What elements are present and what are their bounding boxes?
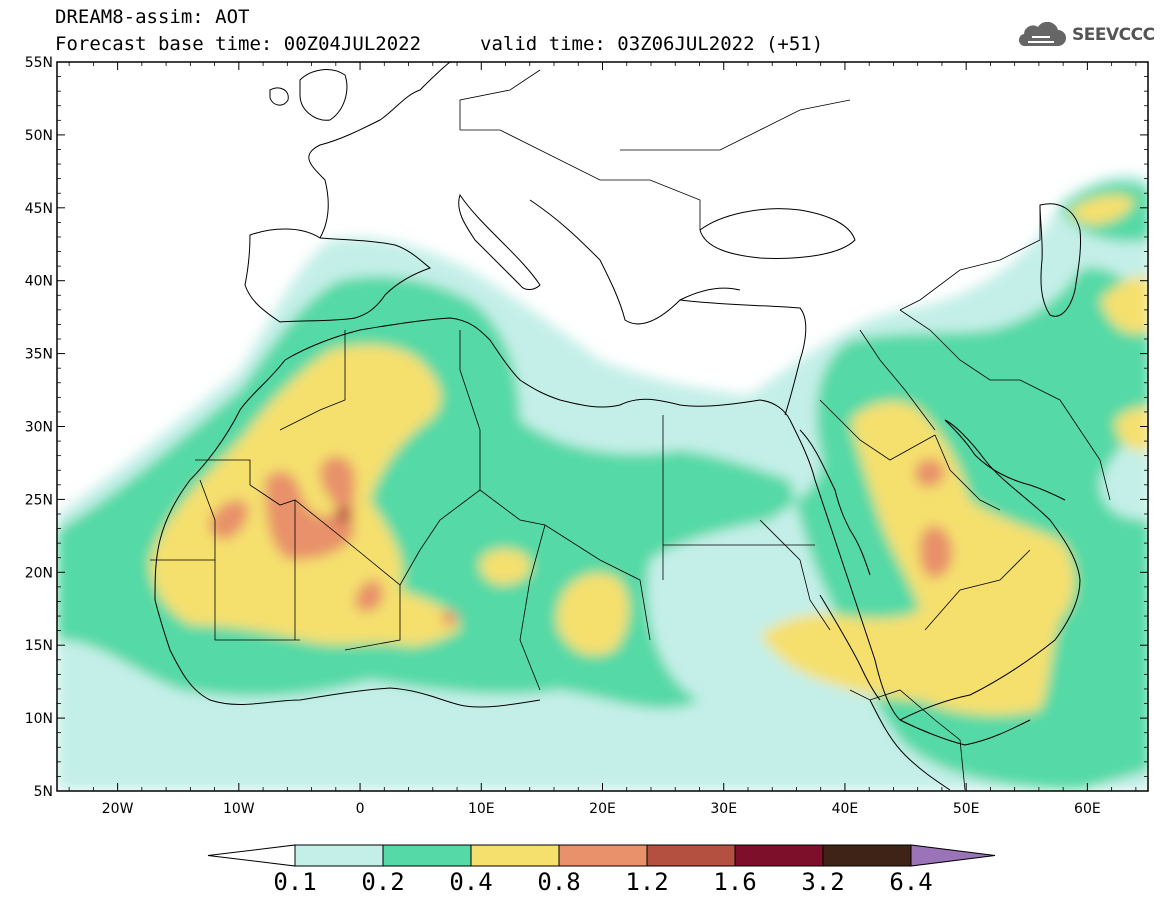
colorbar-level-label: 6.4 <box>889 868 933 896</box>
colorbar-segment <box>558 844 648 867</box>
lon-tick-label: 50E <box>953 801 980 817</box>
lon-tick-label: 20E <box>589 801 616 817</box>
colorbar-segment <box>382 844 472 867</box>
country-borders <box>150 69 1111 791</box>
coastlines <box>154 62 1081 791</box>
lon-tick-label: 30E <box>710 801 737 817</box>
lat-tick-label: 35N <box>25 347 53 363</box>
colorbar <box>207 844 996 867</box>
forecast-base-time: Forecast base time: 00Z04JUL2022 <box>55 33 422 55</box>
colorbar-level-label: 0.1 <box>273 868 317 896</box>
longitude-axis: 20W 10W 0 10E 20E 30E 40E 50E 60E <box>68 62 1137 817</box>
lat-tick-label: 55N <box>25 55 53 71</box>
lon-tick-label: 20W <box>102 801 134 817</box>
lat-tick-label: 15N <box>25 638 53 654</box>
cloud-icon <box>1018 22 1066 47</box>
lat-tick-label: 30N <box>25 420 53 436</box>
lon-tick-label: 10W <box>223 801 255 817</box>
lat-tick-label: 45N <box>25 201 53 217</box>
colorbar-level-label: 0.2 <box>361 868 405 896</box>
colorbar-segment <box>646 844 736 867</box>
colorbar-level-label: 0.4 <box>449 868 493 896</box>
colorbar-segment <box>470 844 560 867</box>
map-title: DREAM8-assim: AOT <box>55 6 250 28</box>
colorbar-level-label: 0.8 <box>537 868 581 896</box>
lon-tick-label: 0 <box>356 801 365 817</box>
colorbar-segment <box>294 844 384 867</box>
lat-tick-label: 20N <box>25 565 53 581</box>
lon-tick-label: 40E <box>832 801 859 817</box>
aot-level-1.2-1.6 <box>335 507 352 523</box>
colorbar-low-arrow <box>207 844 296 867</box>
colorbar-level-label: 1.6 <box>713 868 757 896</box>
lat-tick-label: 40N <box>25 274 53 290</box>
lon-tick-label: 60E <box>1074 801 1101 817</box>
colorbar-level-label: 3.2 <box>801 868 845 896</box>
seevccc-logo: SEEVCCC <box>1016 22 1155 48</box>
colorbar-segment <box>734 844 824 867</box>
valid-time: valid time: 03Z06JUL2022 (+51) <box>480 33 824 55</box>
colorbar-level-label: 1.2 <box>625 868 669 896</box>
lat-tick-label: 25N <box>25 492 53 508</box>
lat-tick-label: 50N <box>25 128 53 144</box>
lat-tick-label: 5N <box>34 784 53 800</box>
lat-tick-label: 10N <box>25 711 53 727</box>
latitude-axis: 55N 50N 45N 40N 35N 30N 25N 20N 15N 10N 5N <box>25 55 1148 800</box>
colorbar-high-arrow <box>910 844 996 867</box>
colorbar-segment <box>822 844 912 867</box>
lon-tick-label: 10E <box>468 801 495 817</box>
aot-level-0.8-1.2 <box>209 456 953 626</box>
logo-text: SEEVCCC <box>1072 25 1155 45</box>
